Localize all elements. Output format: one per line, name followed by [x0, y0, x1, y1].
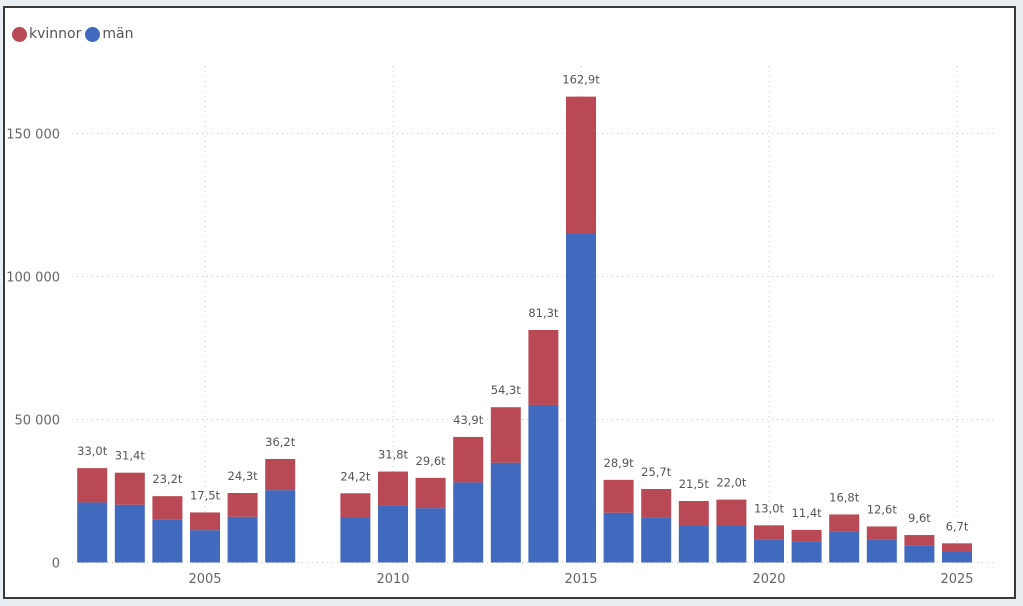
data-label-2007: 36,2t — [265, 435, 296, 449]
legend-label-kvinnor: kvinnor — [29, 26, 82, 42]
bar-kvinnor-2015 — [566, 96, 596, 234]
bar-kvinnor-2004 — [152, 496, 183, 520]
data-label-2002: 33,0t — [77, 444, 108, 458]
bar-kvinnor-2010 — [378, 471, 408, 506]
y-tick-label: 50 000 — [15, 414, 61, 429]
bar-kvinnor-2022 — [829, 514, 860, 532]
data-label-2011: 29,6t — [416, 454, 447, 468]
bar-man-2024 — [904, 545, 935, 563]
bar-kvinnor-2002 — [77, 468, 108, 503]
bar-kvinnor-2016 — [603, 479, 634, 513]
data-label-2010: 31,8t — [378, 448, 409, 462]
bar-kvinnor-2007 — [265, 458, 296, 491]
data-label-2003: 31,4t — [115, 449, 146, 463]
data-label-2005: 17,5t — [190, 488, 221, 502]
data-label-2024: 9,6t — [908, 511, 931, 525]
bar-kvinnor-2012 — [453, 436, 484, 483]
legend-marker-kvinnor — [12, 26, 27, 42]
bar-kvinnor-2009 — [340, 493, 371, 518]
data-label-2025: 6,7t — [946, 519, 969, 533]
data-label-2021: 11,4t — [792, 506, 823, 520]
bar-man-2023 — [866, 539, 897, 563]
bar-man-2004 — [152, 519, 183, 563]
bar-man-2013 — [490, 462, 521, 563]
bar-man-2010 — [378, 505, 408, 563]
bar-kvinnor-2025 — [942, 543, 972, 552]
bar-man-2021 — [791, 541, 822, 563]
bar-man-2025 — [942, 551, 972, 563]
legend-label-man: män — [102, 26, 134, 42]
x-tick-label: 2010 — [376, 572, 409, 587]
bar-kvinnor-2003 — [114, 472, 145, 505]
bar-kvinnor-2019 — [716, 499, 747, 526]
bar-man-2014 — [528, 404, 559, 563]
bar-man-2015 — [566, 233, 596, 563]
bar-kvinnor-2014 — [528, 329, 559, 405]
data-label-2022: 16,8t — [829, 490, 860, 504]
x-tick-label: 2025 — [940, 572, 973, 587]
x-tick-label: 2015 — [564, 572, 597, 587]
bar-man-2018 — [678, 525, 709, 563]
data-label-2014: 81,3t — [528, 306, 559, 320]
data-label-2019: 22,0t — [716, 476, 747, 490]
bar-kvinnor-2005 — [190, 512, 220, 531]
bar-kvinnor-2006 — [227, 493, 258, 517]
bar-man-2006 — [227, 516, 258, 563]
data-label-2009: 24,2t — [340, 469, 371, 483]
bar-kvinnor-2013 — [490, 407, 521, 463]
legend-marker-man — [85, 26, 101, 42]
y-tick-label: 100 000 — [6, 271, 60, 286]
y-tick-label: 0 — [52, 557, 60, 572]
bar-man-2003 — [114, 504, 145, 563]
bar-man-2002 — [77, 502, 108, 563]
y-tick-label: 150 000 — [6, 128, 60, 143]
bar-man-2011 — [415, 508, 446, 563]
data-label-2017: 25,7t — [641, 465, 672, 479]
bar-kvinnor-2011 — [415, 477, 446, 509]
bar-man-2019 — [716, 525, 747, 563]
bar-man-2005 — [190, 530, 220, 563]
data-label-2023: 12,6t — [867, 502, 898, 516]
legend: kvinnor män — [12, 26, 137, 42]
data-label-2016: 28,9t — [604, 456, 635, 470]
data-label-2018: 21,5t — [679, 477, 710, 491]
bar-kvinnor-2023 — [866, 526, 897, 540]
bar-man-2020 — [754, 539, 784, 563]
bar-kvinnor-2021 — [791, 529, 822, 542]
data-label-2004: 23,2t — [152, 472, 183, 486]
bar-man-2016 — [603, 512, 634, 563]
legend-item-kvinnor[interactable]: kvinnor — [12, 26, 81, 42]
data-label-2013: 54,3t — [491, 383, 522, 397]
bar-kvinnor-2017 — [641, 488, 672, 518]
x-tick-label: 2020 — [752, 572, 785, 587]
data-label-2015: 162,9t — [562, 73, 600, 87]
bar-man-2012 — [453, 482, 484, 563]
bar-man-2009 — [340, 517, 371, 563]
legend-item-man[interactable]: män — [85, 26, 133, 42]
bar-kvinnor-2020 — [754, 525, 784, 540]
bar-man-2022 — [829, 531, 860, 563]
bar-kvinnor-2024 — [904, 535, 935, 546]
data-label-2012: 43,9t — [453, 413, 484, 427]
bar-kvinnor-2018 — [678, 501, 709, 526]
bar-man-2017 — [641, 517, 672, 563]
data-label-2006: 24,3t — [228, 469, 259, 483]
data-label-2020: 13,0t — [754, 501, 785, 515]
bar-man-2007 — [265, 490, 296, 563]
x-tick-label: 2005 — [188, 572, 221, 587]
